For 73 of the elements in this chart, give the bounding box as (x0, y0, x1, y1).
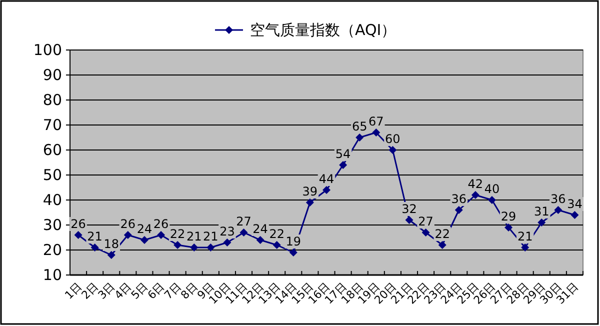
data-label: 31 (534, 204, 550, 218)
data-label: 24 (136, 222, 152, 236)
y-tick-label: 40 (42, 191, 62, 209)
point (521, 244, 530, 252)
point (140, 236, 148, 244)
point (488, 196, 496, 204)
data-label: 21 (87, 230, 102, 244)
point (190, 244, 198, 252)
data-label: 26 (70, 217, 86, 231)
point (157, 231, 166, 239)
point (322, 186, 330, 194)
point (74, 231, 82, 239)
y-tick-label: 10 (42, 266, 62, 284)
data-label: 34 (567, 197, 582, 211)
y-tick-label: 50 (42, 166, 62, 184)
point (306, 198, 314, 206)
y-tick-label: 30 (42, 216, 62, 234)
y-tick-label: 70 (42, 116, 62, 134)
point (289, 248, 298, 256)
data-label: 18 (104, 237, 120, 251)
point (240, 228, 248, 236)
point (223, 238, 232, 246)
point (405, 216, 414, 224)
point (256, 236, 264, 244)
point (339, 161, 348, 169)
legend-label: 空气质量指数（AQI） (250, 21, 396, 39)
point (107, 251, 116, 259)
data-label: 21 (186, 230, 202, 244)
data-label: 36 (550, 192, 566, 206)
y-tick-label: 20 (42, 241, 62, 259)
point (388, 146, 397, 154)
data-label: 23 (220, 224, 235, 238)
data-label: 22 (434, 227, 450, 241)
point (504, 224, 513, 232)
data-label: 36 (451, 192, 467, 206)
data-label: 54 (335, 147, 351, 161)
point (538, 218, 546, 226)
point (356, 134, 364, 142)
data-label: 29 (500, 210, 516, 224)
data-label: 21 (517, 230, 533, 244)
y-tick-label: 90 (42, 66, 62, 84)
data-label: 19 (286, 234, 302, 248)
point (422, 228, 430, 236)
point (124, 231, 132, 239)
data-label: 60 (385, 132, 400, 146)
point (554, 206, 562, 214)
point (438, 241, 446, 249)
point (206, 244, 215, 252)
data-label: 44 (318, 172, 334, 186)
y-tick-label: 80 (42, 91, 62, 109)
point (471, 191, 480, 199)
data-label: 42 (468, 177, 484, 191)
y-tick-label: 100 (33, 41, 62, 59)
point (90, 244, 99, 252)
data-label: 24 (252, 222, 268, 236)
data-label: 32 (402, 202, 417, 216)
point (372, 128, 380, 136)
point (272, 241, 281, 249)
data-label: 22 (170, 227, 186, 241)
data-label: 67 (368, 114, 384, 128)
data-label: 39 (302, 184, 318, 198)
data-label: 40 (484, 182, 500, 196)
data-label: 26 (153, 217, 169, 231)
data-label: 22 (269, 227, 284, 241)
point (454, 206, 463, 214)
data-label: 27 (236, 214, 252, 228)
point (570, 211, 579, 219)
data-label: 26 (120, 217, 136, 231)
data-label: 65 (352, 120, 368, 134)
y-tick-label: 60 (42, 141, 62, 159)
data-label: 27 (418, 214, 434, 228)
data-label: 21 (203, 230, 218, 244)
point (174, 241, 182, 249)
